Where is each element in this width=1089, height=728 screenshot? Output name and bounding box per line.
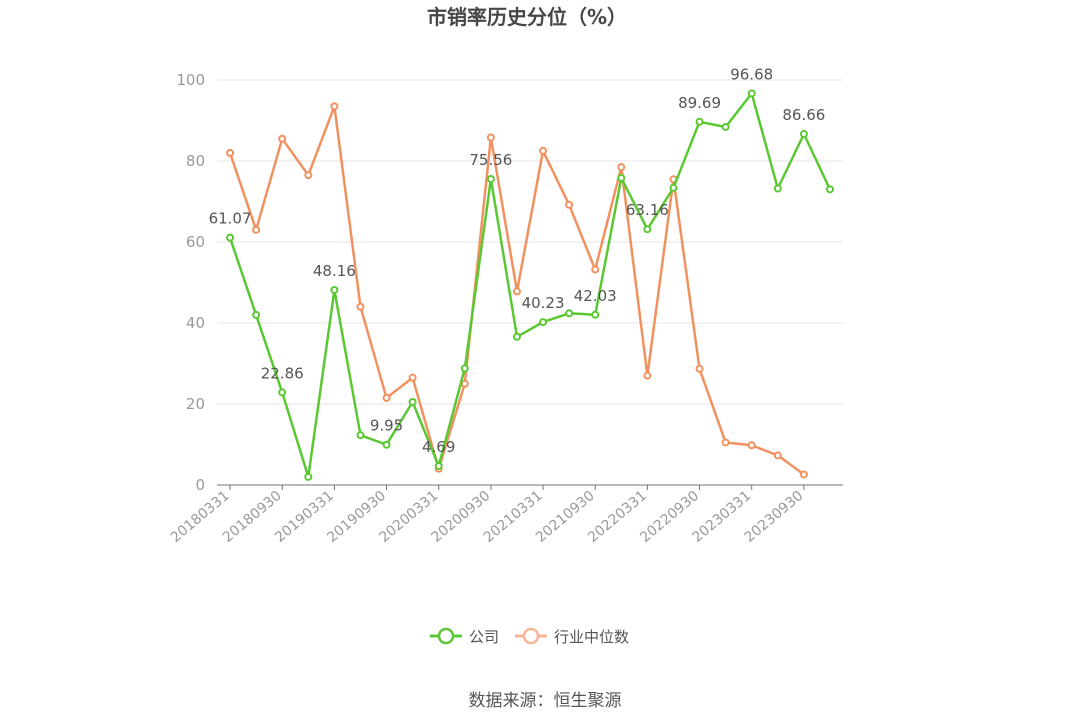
legend-marker	[522, 627, 540, 645]
data-point[interactable]	[278, 134, 287, 143]
legend-marker	[437, 627, 455, 645]
y-tick-label: 100	[176, 71, 205, 89]
data-point[interactable]	[643, 225, 652, 234]
data-point[interactable]	[356, 431, 365, 440]
data-point[interactable]	[330, 285, 339, 294]
data-label: 40.23	[522, 294, 565, 312]
series-layer	[226, 89, 834, 481]
data-point[interactable]	[617, 163, 626, 172]
data-labels: 61.07 22.86 48.16 9.95 4.69 75.56 40.23 42.03 63…	[209, 65, 826, 456]
data-label: 4.69	[422, 438, 455, 456]
data-label: 22.86	[261, 364, 304, 382]
data-point[interactable]	[252, 310, 261, 319]
series-1	[226, 102, 808, 479]
data-point[interactable]	[721, 122, 730, 131]
data-point[interactable]	[226, 148, 235, 157]
data-point[interactable]	[486, 133, 495, 142]
data-point[interactable]	[408, 373, 417, 382]
x-axis: 2018033120180930201903312019093020200331…	[168, 484, 843, 546]
data-point[interactable]	[408, 397, 417, 406]
y-tick-label: 20	[186, 395, 205, 413]
data-point[interactable]	[565, 200, 574, 209]
grid	[217, 79, 843, 405]
data-point[interactable]	[278, 388, 287, 397]
y-tick-label: 60	[186, 233, 205, 251]
data-label: 89.69	[678, 94, 721, 112]
data-label: 42.03	[574, 287, 617, 305]
data-point[interactable]	[565, 309, 574, 318]
data-point[interactable]	[304, 472, 313, 481]
legend-item-0[interactable]: 公司	[430, 627, 499, 646]
data-label: 9.95	[370, 417, 403, 435]
legend-item-1[interactable]: 行业中位数	[515, 627, 629, 646]
data-point[interactable]	[695, 364, 704, 373]
data-label: 48.16	[313, 262, 356, 280]
data-point[interactable]	[773, 451, 782, 460]
data-point[interactable]	[512, 332, 521, 341]
data-point[interactable]	[486, 174, 495, 183]
legend[interactable]: 公司 行业中位数	[430, 627, 629, 646]
data-point[interactable]	[695, 117, 704, 126]
data-point[interactable]	[252, 225, 261, 234]
y-tick-label: 40	[186, 314, 205, 332]
data-point[interactable]	[434, 462, 443, 471]
data-point[interactable]	[304, 171, 313, 180]
data-point[interactable]	[356, 302, 365, 311]
data-point[interactable]	[382, 440, 391, 449]
data-label: 96.68	[730, 65, 773, 83]
data-point[interactable]	[330, 102, 339, 111]
data-point[interactable]	[512, 287, 521, 296]
chart-title: 市销率历史分位（%）	[427, 5, 627, 29]
data-point[interactable]	[539, 146, 548, 155]
data-label: 61.07	[209, 210, 252, 228]
data-label: 63.16	[626, 201, 669, 219]
data-point[interactable]	[747, 441, 756, 450]
series-0	[226, 89, 834, 481]
data-point[interactable]	[799, 470, 808, 479]
data-point[interactable]	[773, 184, 782, 193]
y-tick-label: 80	[186, 152, 205, 170]
data-point[interactable]	[226, 233, 235, 242]
data-point[interactable]	[799, 130, 808, 139]
data-point[interactable]	[747, 89, 756, 98]
y-tick-label: 0	[195, 476, 205, 494]
data-point[interactable]	[669, 183, 678, 192]
data-point[interactable]	[825, 185, 834, 194]
data-point[interactable]	[460, 379, 469, 388]
data-point[interactable]	[591, 310, 600, 319]
data-point[interactable]	[721, 438, 730, 447]
source-note: 数据来源：恒生聚源	[469, 691, 622, 711]
data-label: 86.66	[782, 106, 825, 124]
series-line	[228, 92, 832, 479]
data-label: 75.56	[469, 151, 512, 169]
data-point[interactable]	[617, 174, 626, 183]
legend-label: 公司	[469, 628, 499, 646]
data-point[interactable]	[643, 371, 652, 380]
y-axis: 0 20 40 60 80 100	[176, 71, 205, 494]
legend-label: 行业中位数	[554, 628, 629, 646]
data-point[interactable]	[591, 265, 600, 274]
data-point[interactable]	[539, 318, 548, 327]
data-point[interactable]	[460, 364, 469, 373]
data-point[interactable]	[382, 393, 391, 402]
